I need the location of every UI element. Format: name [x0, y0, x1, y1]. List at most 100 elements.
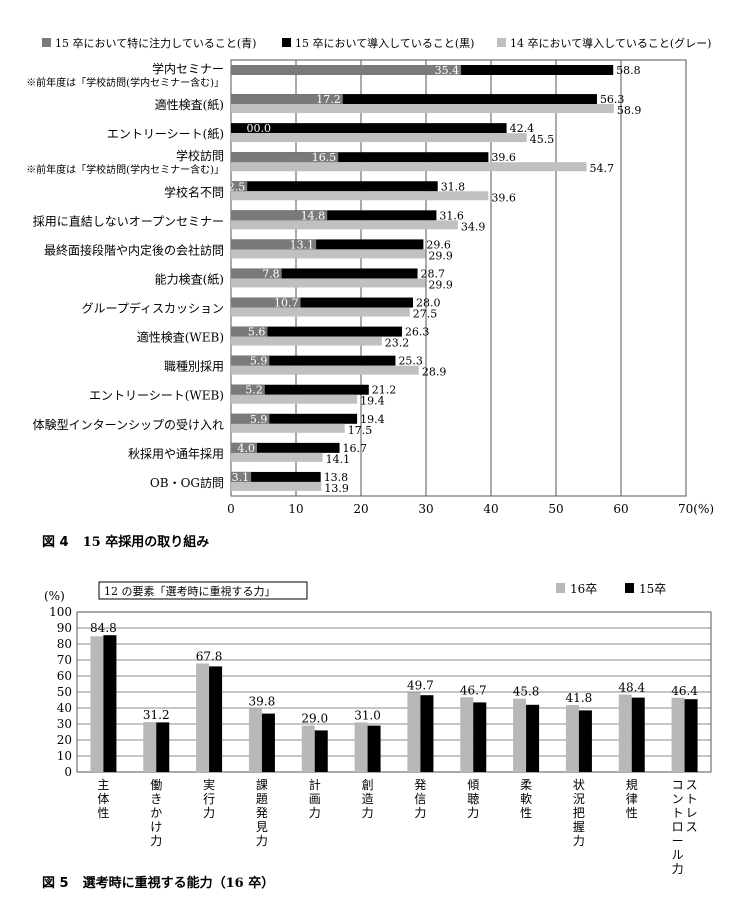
bar-15-focus	[231, 413, 270, 424]
element-box	[98, 581, 308, 600]
figure5-caption: 図 5 選考時に重視する能力（16 卒）	[42, 872, 274, 891]
bar-15-introduced	[231, 94, 597, 105]
bar-14-introduced	[231, 452, 323, 462]
bar-15	[261, 713, 275, 772]
bar-14-introduced	[231, 191, 489, 201]
value-label-16: 41.8	[566, 691, 593, 705]
value-label-15-focus: 3.1	[232, 471, 250, 484]
category-label-char: 働	[150, 778, 162, 792]
value-label-14-introduced: 19.4	[360, 395, 385, 408]
bar-15-focus	[231, 239, 317, 250]
category-label-char: き	[150, 792, 162, 806]
bar-16	[196, 663, 210, 772]
value-label-15-focus: 4.0	[238, 442, 256, 455]
y-tick-label: 80	[57, 637, 72, 651]
bar-15-introduced	[231, 384, 369, 395]
bar-15-introduced	[231, 355, 396, 366]
x-tick-label: 0	[227, 502, 235, 516]
category-label: 学校訪問	[176, 148, 224, 163]
category-label-char: 計	[309, 777, 321, 792]
legend-swatch-2	[497, 38, 506, 47]
bar-15-introduced	[231, 152, 489, 163]
category-label: OB・OG訪問	[150, 475, 224, 490]
category-note: ※前年度は「学校訪問(学内セミナー含む)」	[26, 76, 224, 89]
category-label-char: 創	[362, 778, 374, 792]
bar-15-focus	[231, 181, 248, 192]
value-label-14-introduced: 29.9	[428, 249, 453, 262]
legend-label-0: 15 卒において特に注力していること(青)	[55, 36, 256, 50]
category-label-char: 題	[256, 792, 268, 806]
bar-15	[631, 697, 645, 772]
y-tick-label: 20	[57, 733, 72, 747]
x-tick-label: 70(%)	[678, 502, 714, 516]
category-label-char: か	[150, 806, 162, 820]
category-label-char: ン	[672, 792, 684, 806]
category-label-char: 状	[573, 778, 585, 792]
bar-14-introduced	[231, 104, 614, 114]
category-label-char: 規	[626, 777, 638, 792]
value-label-15-focus: 2.5	[228, 180, 246, 193]
category-label: 秋採用や通年採用	[128, 447, 224, 461]
bar-15-introduced	[231, 181, 438, 192]
category-label-char: 性	[520, 806, 532, 820]
legend-swatch-1	[282, 38, 291, 47]
value-label-14-introduced: 14.1	[326, 453, 351, 466]
bar-15	[314, 730, 328, 772]
y-tick-label: 50	[57, 685, 72, 699]
category-label: 最終面接段階や内定後の会社訪問	[44, 242, 224, 257]
bar-15	[209, 666, 223, 772]
value-label-16: 31.2	[143, 708, 170, 722]
value-label-14-introduced: 28.9	[422, 366, 447, 379]
category-label-char: 力	[203, 806, 215, 820]
value-label-14-introduced: 23.2	[385, 337, 410, 350]
y-tick-label: 40	[57, 701, 72, 715]
bar-15-focus	[231, 297, 301, 308]
x-tick-label: 10	[288, 502, 303, 516]
bar-15-introduced	[231, 268, 418, 279]
value-label-14-introduced: 13.9	[324, 482, 349, 495]
value-label-16: 84.8	[90, 621, 117, 635]
y-tick-label: 0	[64, 765, 72, 779]
value-label-14-introduced: 58.9	[617, 104, 642, 117]
value-label-14-introduced: 17.5	[348, 424, 373, 437]
category-label-char: 力	[414, 806, 426, 820]
y-tick-label: 90	[57, 621, 72, 635]
value-label-16: 48.4	[618, 681, 645, 695]
value-label-16: 29.0	[301, 712, 328, 726]
x-tick-label: 60	[613, 502, 628, 516]
category-label-char: 発	[256, 806, 268, 820]
bar-16	[460, 697, 474, 772]
bar-16	[354, 722, 368, 772]
value-label-16: 46.4	[671, 684, 698, 698]
category-label-char: 体	[97, 792, 109, 806]
legend-swatch-0	[556, 583, 565, 593]
category-label-char: ス	[686, 820, 698, 834]
figure4-title: 15 卒採用の取り組み	[82, 535, 210, 550]
value-label-15-focus: 00.0	[247, 122, 272, 135]
legend-swatch-0	[42, 38, 51, 47]
category-label-char: 性	[97, 806, 109, 820]
bar-15-introduced	[231, 326, 402, 337]
category-label: 適性検査(WEB)	[137, 330, 224, 345]
value-label-15-focus: 35.4	[435, 64, 460, 77]
bar-14-introduced	[231, 162, 587, 172]
bar-16	[513, 698, 527, 772]
category-label: エントリーシート(紙)	[107, 126, 224, 141]
category-label-char: 画	[309, 792, 321, 806]
value-label-15-focus: 5.2	[245, 384, 263, 397]
category-label: 職種別採用	[164, 360, 224, 374]
bar-15-introduced	[231, 297, 413, 308]
category-label: 採用に直結しないオープンセミナー	[33, 214, 224, 228]
category-label-char: レ	[686, 806, 698, 820]
bar-16	[248, 708, 262, 772]
bar-16	[143, 722, 157, 772]
value-label-15-introduced: 26.3	[405, 326, 430, 339]
y-tick-label: 30	[57, 717, 72, 731]
category-label-char: 力	[672, 862, 684, 876]
bar-15-focus	[231, 268, 282, 279]
bar-15-focus	[231, 355, 270, 366]
category-label: 学内セミナー	[152, 61, 224, 76]
legend-label-2: 14 卒において導入していること(グレー)	[510, 36, 711, 50]
category-label-char: 力	[256, 834, 268, 848]
category-label-char: 力	[150, 834, 162, 848]
